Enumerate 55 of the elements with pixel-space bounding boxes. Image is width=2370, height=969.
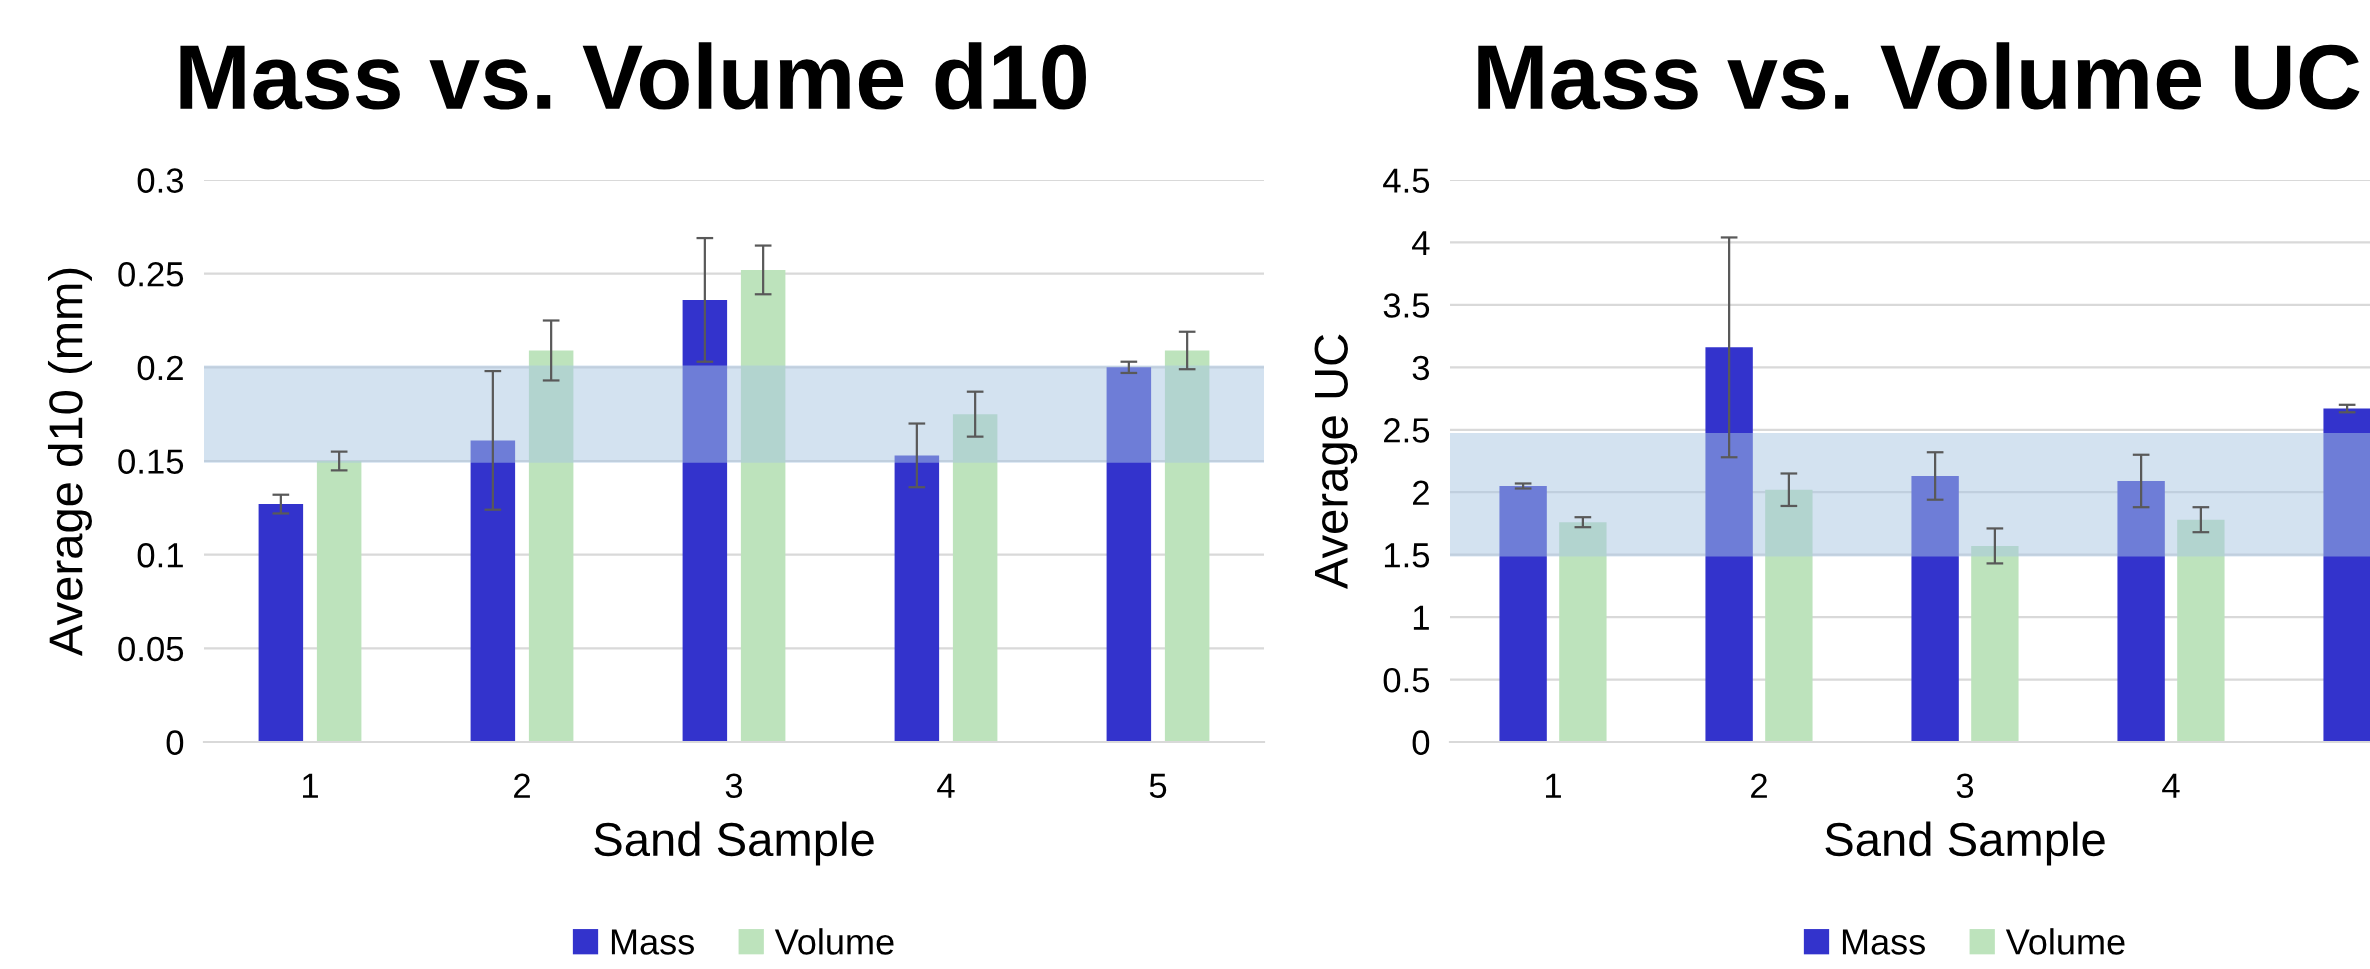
- bar: [1106, 367, 1152, 742]
- bar: [2117, 480, 2165, 742]
- bar: [894, 455, 940, 742]
- bar: [1765, 489, 1813, 742]
- chart-title: Mass vs. Volume UC: [1478, 42, 2360, 110]
- bar: [528, 350, 574, 742]
- y-tick-label: 0.5: [1383, 667, 1430, 693]
- legend-label: Mass: [611, 929, 694, 955]
- x-tick-label: 2: [514, 773, 530, 798]
- bar: [1164, 350, 1210, 742]
- x-tick-label: 5: [1149, 773, 1167, 799]
- y-tick-label: 1: [1413, 605, 1429, 630]
- y-axis-title: Average d10 (mm): [47, 268, 92, 656]
- bar: [258, 504, 304, 742]
- legend-label: Mass: [1842, 929, 1925, 955]
- x-tick-label: 4: [2162, 773, 2180, 798]
- x-tick-label: 3: [725, 773, 743, 799]
- chart-title: Mass vs. Volume d10: [180, 42, 1086, 110]
- y-tick-label: 0.1: [137, 543, 183, 568]
- bar: [2177, 519, 2225, 742]
- bar: [1559, 522, 1607, 742]
- y-tick-label: 1.5: [1384, 543, 1430, 568]
- bar: [470, 440, 516, 742]
- y-tick-label: 2: [1412, 480, 1429, 505]
- bar: [1499, 485, 1547, 742]
- y-tick-label: 4.5: [1383, 168, 1430, 193]
- y-tick-label: 3: [1412, 355, 1430, 381]
- y-tick-label: 0.2: [137, 355, 183, 381]
- bar: [2323, 408, 2370, 742]
- x-tick-label: 1: [302, 773, 318, 798]
- y-tick-label: 0: [166, 730, 184, 755]
- bar: [740, 269, 786, 742]
- y-tick-label: 0: [1412, 730, 1430, 755]
- bar: [1705, 347, 1753, 742]
- bar: [316, 461, 362, 742]
- x-tick-label: 1: [1545, 773, 1561, 798]
- x-tick-label: 2: [1751, 773, 1767, 798]
- x-axis-title: Sand Sample: [1825, 821, 2105, 866]
- y-tick-label: 0.25: [118, 262, 184, 287]
- bar: [1911, 475, 1959, 742]
- y-axis-title: Average UC: [1314, 334, 1358, 590]
- x-tick-label: 3: [1956, 773, 1974, 799]
- y-tick-label: 4: [1412, 231, 1430, 256]
- bar: [952, 414, 998, 742]
- y-tick-label: 3.5: [1383, 293, 1430, 318]
- y-tick-label: 0.3: [137, 168, 184, 193]
- x-axis-title: Sand Sample: [594, 821, 874, 866]
- x-tick-label: 4: [937, 773, 955, 798]
- y-tick-label: 0.05: [118, 636, 184, 662]
- bar: [682, 299, 728, 742]
- y-tick-label: 0.15: [118, 449, 184, 474]
- legend-label: Volume: [774, 928, 894, 955]
- legend-label: Volume: [2005, 928, 2125, 955]
- bar: [1971, 545, 2019, 742]
- y-tick-label: 2.5: [1384, 418, 1430, 443]
